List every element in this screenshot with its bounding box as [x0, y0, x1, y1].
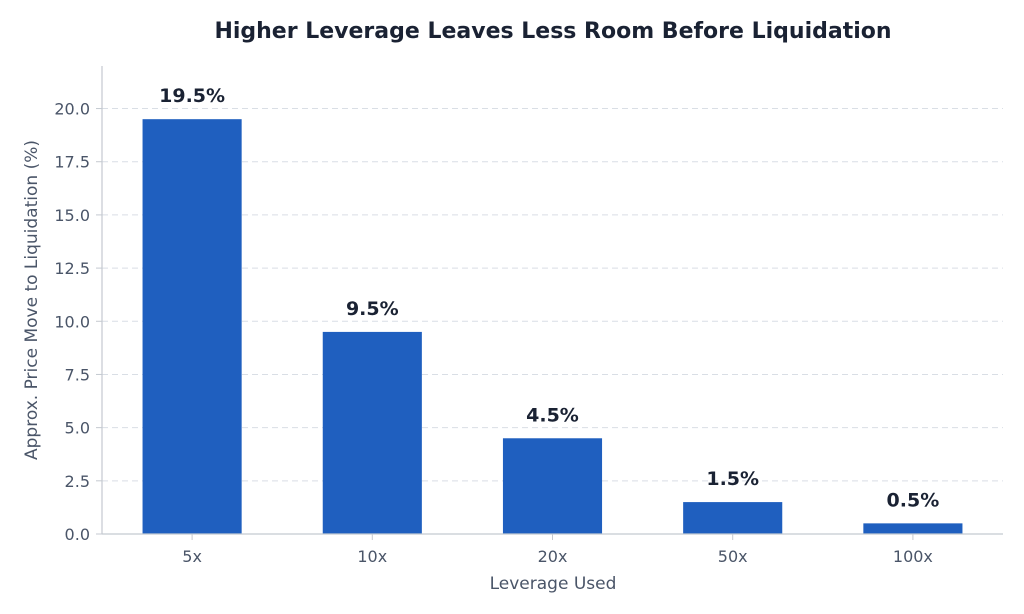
bars-layer — [142, 119, 963, 534]
grid-layer — [102, 108, 1003, 482]
x-tick-label: 20x — [538, 547, 568, 566]
bar-5x — [142, 119, 242, 534]
y-axis-label: Approx. Price Move to Liquidation (%) — [22, 140, 42, 460]
data-labels-layer: 19.5% 9.5% 4.5% 1.5% 0.5% — [159, 85, 939, 511]
x-axis-label: Leverage Used — [490, 574, 617, 594]
data-label-5x: 19.5% — [159, 85, 225, 107]
x-tick-label: 5x — [182, 547, 202, 566]
y-tick-label: 10.0 — [54, 312, 90, 331]
y-tick-label: 0.0 — [65, 525, 90, 544]
y-tick-label: 2.5 — [65, 472, 90, 491]
chart-title: Higher Leverage Leaves Less Room Before … — [214, 19, 891, 44]
y-axis-ticks: 0.0 2.5 5.0 7.5 10.0 12.5 15.0 17.5 20.0 — [54, 100, 102, 544]
data-label-50x: 1.5% — [706, 468, 759, 490]
bar-50x — [683, 502, 783, 534]
y-tick-label: 15.0 — [54, 206, 90, 225]
x-axis-ticks: 5x 10x 20x 50x 100x — [182, 534, 933, 566]
bar-20x — [502, 438, 603, 534]
bar-10x — [322, 331, 422, 534]
data-label-100x: 0.5% — [887, 489, 940, 511]
x-tick-label: 100x — [893, 547, 933, 566]
y-tick-label: 5.0 — [65, 419, 90, 438]
data-label-20x: 4.5% — [526, 404, 579, 426]
x-tick-label: 50x — [718, 547, 748, 566]
bar-100x — [863, 523, 963, 534]
data-label-10x: 9.5% — [346, 298, 399, 320]
x-tick-label: 10x — [357, 547, 387, 566]
y-tick-label: 12.5 — [54, 259, 90, 278]
y-tick-label: 20.0 — [54, 100, 90, 119]
y-tick-label: 17.5 — [54, 153, 90, 172]
y-tick-label: 7.5 — [65, 365, 90, 384]
